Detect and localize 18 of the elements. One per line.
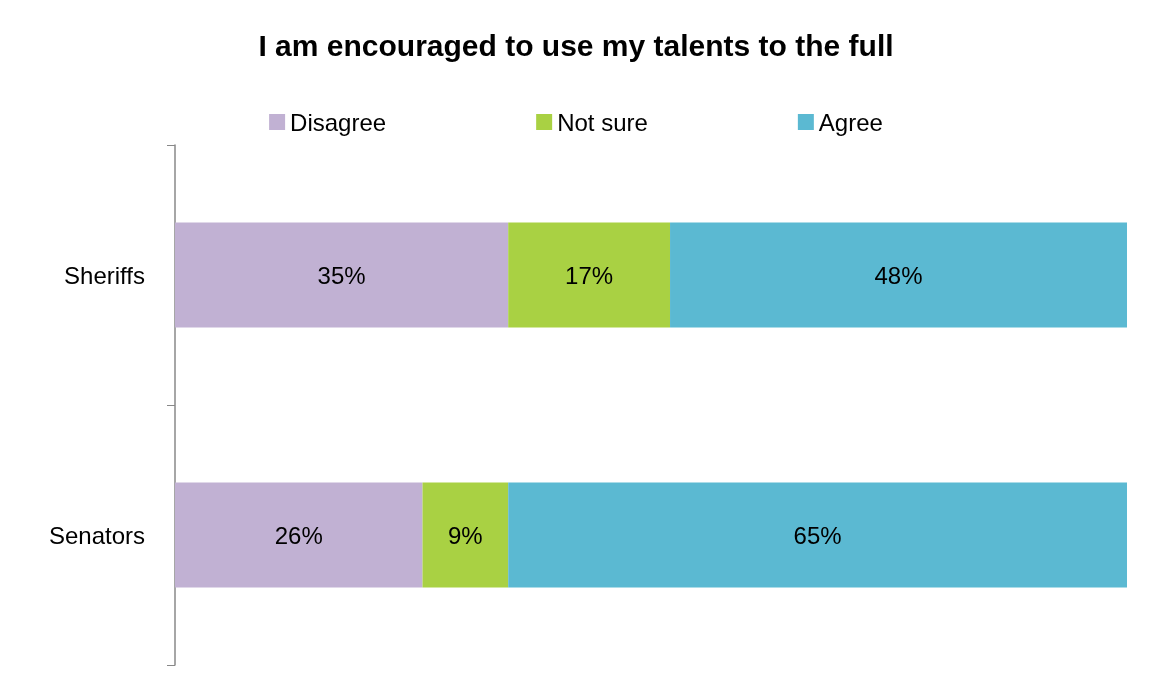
bar xyxy=(508,222,671,328)
data-label: 48% xyxy=(874,261,923,289)
bar xyxy=(175,482,423,588)
legend-label: Disagree xyxy=(290,108,387,136)
y-tick-label: Sheriffs xyxy=(64,261,145,289)
bar xyxy=(670,222,1127,328)
chart-title: I am encouraged to use my talents to the full xyxy=(258,28,894,62)
data-label: 35% xyxy=(317,261,366,289)
bar xyxy=(508,482,1127,588)
bar xyxy=(422,482,509,588)
legend-label: Not sure xyxy=(557,108,648,136)
data-label: 26% xyxy=(274,521,323,549)
legend-label: Agree xyxy=(818,108,883,136)
data-label: 9% xyxy=(448,521,483,549)
y-tick-label: Senators xyxy=(48,521,145,549)
data-label: 65% xyxy=(793,521,842,549)
bar xyxy=(175,222,509,328)
data-label: 17% xyxy=(565,261,614,289)
